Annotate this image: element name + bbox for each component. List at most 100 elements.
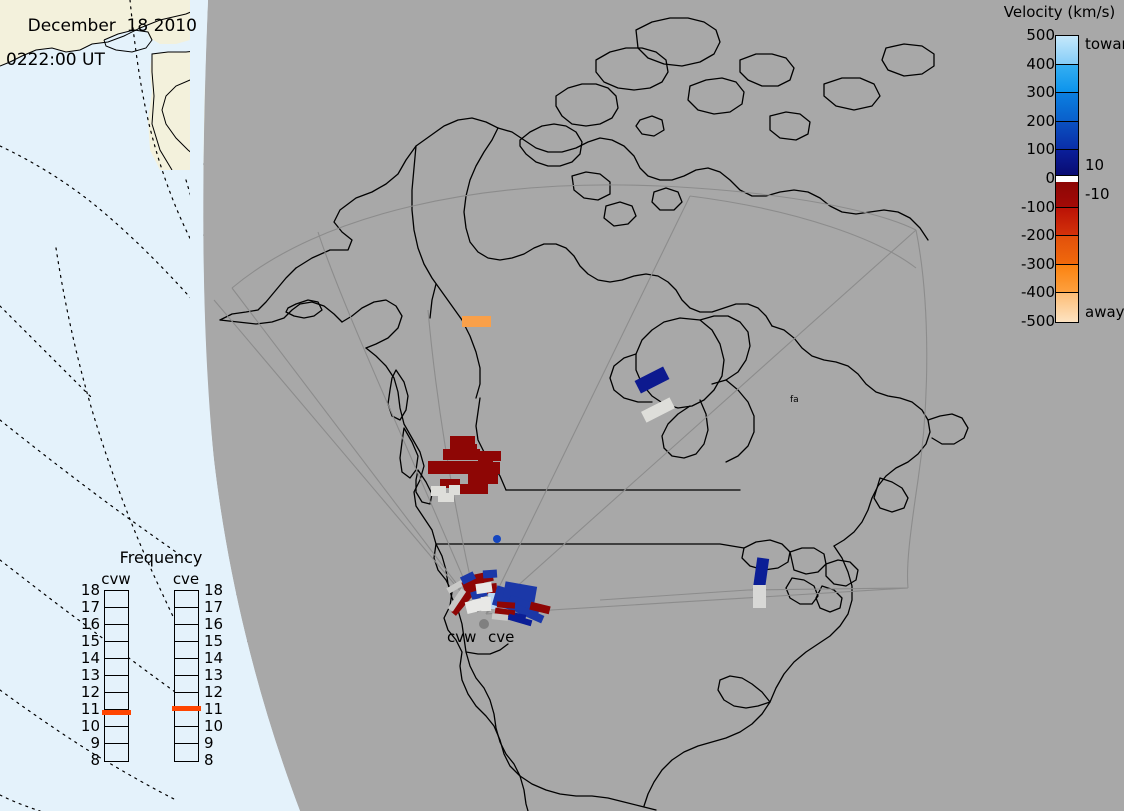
data-cell [462,316,491,327]
frequency-cell [175,625,198,642]
frequency-cell [175,710,198,727]
frequency-tick-label: 13 [80,666,100,684]
colorbar-note-away: away [1085,303,1124,322]
colorbar-note-negative: -10 [1085,184,1110,203]
frequency-tick-label: 9 [204,734,214,752]
timestamp-date: December 18 2010 [27,16,197,36]
data-cell [634,366,670,394]
timestamp-time: 0222:00 UT [6,50,105,70]
data-cell [752,557,770,591]
frequency-panel: Frequency cvw cve 18 18 17 17 16 16 15 15 14 14 13… [81,548,234,784]
frequency-tick-label: 12 [204,683,224,701]
colorbar-band [1056,264,1078,294]
data-cell [641,397,675,423]
colorbar-band [1056,207,1078,237]
frequency-bar-cve [174,590,199,762]
frequency-tick-label: 11 [80,700,100,718]
frequency-tick-label: 18 [204,581,224,599]
svg-text:fa: fa [790,395,799,405]
frequency-tick-label: 15 [80,632,100,650]
colorbar-band [1056,293,1078,322]
radar-site-dot [479,619,489,629]
colorbar-band [1056,121,1078,151]
frequency-tick-label: 13 [204,666,224,684]
colorbar-band [1056,236,1078,265]
frequency-cell [105,659,128,676]
frequency-cell [105,744,128,761]
frequency-tick-label: 12 [80,683,100,701]
frequency-tick-label: 18 [80,581,100,599]
frequency-cell [105,727,128,744]
frequency-cell [175,608,198,625]
frequency-tick-label: 11 [204,700,224,718]
colorbar-tick-label: 100 [1026,140,1055,159]
colorbar-title: Velocity (km/s) [1003,3,1116,21]
radar-data-cells [428,316,770,629]
colorbar-tick-label: 0 [1045,169,1055,187]
colorbar-band [1056,93,1078,122]
station-glyph-fa: fa [790,395,799,405]
frequency-cell [175,591,198,608]
frequency-marker-cvw [102,710,131,716]
frequency-tick-label: 17 [204,598,224,616]
colorbar-tick-label: 500 [1026,26,1055,44]
coastlines [219,17,969,811]
colorbar-band [1056,36,1078,65]
frequency-marker-cve [172,706,201,712]
data-cluster-bc [428,436,501,494]
colorbar-note-positive: 10 [1085,156,1105,175]
colorbar-band [1056,181,1078,208]
fov-boundaries [213,184,928,615]
radar-label-cvw: cvw [447,628,477,646]
frequency-column-label-cve: cve [172,570,200,588]
frequency-tick-label: 8 [90,751,100,769]
frequency-tick-label: 14 [80,649,100,667]
frequency-cell [175,642,198,659]
frequency-tick-label: 9 [90,734,100,752]
radar-label-cve: cve [488,628,515,646]
frequency-bar-cvw [104,590,129,762]
data-cell [493,535,501,543]
frequency-cell [105,591,128,608]
data-cluster-bc-nodata [431,485,460,502]
frequency-cell [105,710,128,727]
colorbar-tick-label: -400 [1020,283,1055,302]
frequency-tick-label: 17 [80,598,100,616]
frequency-cell [105,676,128,693]
frequency-tick-label: 14 [204,649,224,667]
data-cell [753,585,766,608]
colorbar-tick-label: -300 [1020,254,1055,273]
velocity-colorbar: Velocity (km/s) 500 400 300 200 100 0 -100 -200… [995,3,1124,333]
colorbar-tick-label: -200 [1020,226,1055,245]
data-fan-cve [491,581,551,627]
colorbar-strip [1055,35,1079,323]
colorbar-tick-label: -500 [1020,312,1055,330]
frequency-cell [175,744,198,761]
frequency-tick-label: 10 [80,717,100,735]
frequency-cell [175,676,198,693]
frequency-tick-label: 16 [80,615,100,633]
colorbar-band [1056,176,1078,182]
colorbar-band [1056,150,1078,177]
frequency-tick-label: 8 [204,751,214,769]
frequency-cell [175,659,198,676]
colorbar-note-toward: toward [1085,34,1124,53]
colorbar-tick-label: 400 [1026,54,1055,73]
frequency-cell [175,727,198,744]
frequency-cell [105,642,128,659]
timestamp: December 18 2010 0222:00 UT [6,1,197,103]
frequency-cell [105,608,128,625]
colorbar-tick-label: 200 [1026,111,1055,130]
frequency-column-label-cvw: cvw [101,570,131,588]
frequency-cell [105,625,128,642]
colorbar-tick-label: 300 [1026,83,1055,102]
colorbar-band [1056,64,1078,94]
frequency-tick-label: 10 [204,717,224,735]
frequency-tick-label: 15 [204,632,224,650]
frequency-tick-label: 16 [204,615,224,633]
colorbar-tick-label: -100 [1020,197,1055,216]
frequency-title: Frequency [119,548,203,567]
frequency-cell [105,693,128,710]
